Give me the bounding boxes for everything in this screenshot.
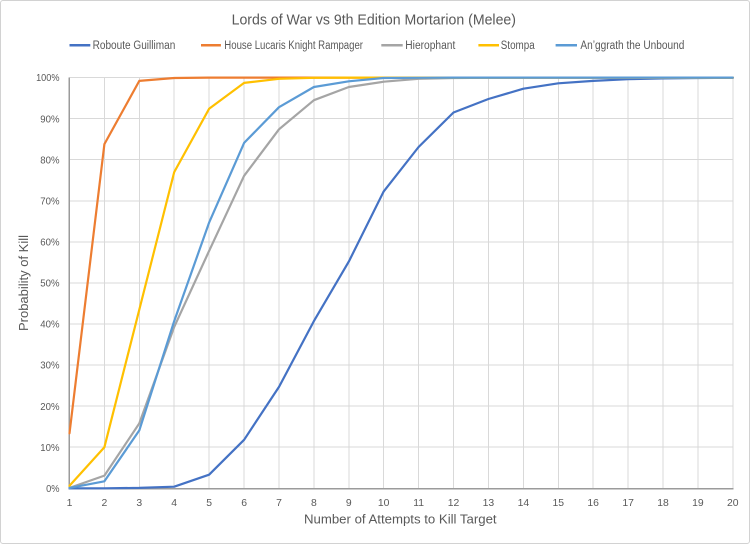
- svg-text:80%: 80%: [40, 155, 59, 166]
- svg-text:Lords of War vs 9th Edition Mo: Lords of War vs 9th Edition Mortarion (M…: [232, 12, 516, 29]
- svg-text:3: 3: [136, 498, 142, 509]
- svg-text:90%: 90%: [40, 114, 59, 125]
- svg-text:15: 15: [553, 498, 565, 509]
- svg-text:19: 19: [692, 498, 704, 509]
- svg-text:House Lucaris Knight Rampager: House Lucaris Knight Rampager: [224, 40, 363, 52]
- svg-text:0%: 0%: [46, 484, 59, 495]
- svg-text:20: 20: [727, 498, 739, 509]
- svg-text:Roboute Guilliman: Roboute Guilliman: [93, 40, 176, 52]
- svg-text:14: 14: [518, 498, 530, 509]
- svg-text:13: 13: [483, 498, 495, 509]
- svg-text:9: 9: [346, 498, 352, 509]
- svg-text:60%: 60%: [40, 238, 59, 249]
- svg-text:10: 10: [378, 498, 390, 509]
- svg-text:8: 8: [311, 498, 317, 509]
- svg-text:Probability of Kill: Probability of Kill: [17, 235, 31, 331]
- svg-text:An’ggrath the Unbound: An’ggrath the Unbound: [580, 40, 684, 52]
- svg-text:50%: 50%: [40, 279, 59, 290]
- svg-text:Number of Attempts to Kill Tar: Number of Attempts to Kill Target: [304, 511, 497, 526]
- svg-text:100%: 100%: [36, 73, 59, 84]
- svg-text:17: 17: [622, 498, 634, 509]
- svg-text:18: 18: [657, 498, 669, 509]
- svg-text:6: 6: [241, 498, 247, 509]
- svg-text:70%: 70%: [40, 196, 59, 207]
- svg-text:11: 11: [413, 498, 424, 509]
- svg-text:2: 2: [102, 498, 108, 509]
- svg-text:40%: 40%: [40, 320, 59, 331]
- svg-text:20%: 20%: [40, 402, 59, 413]
- svg-text:Stompa: Stompa: [501, 40, 535, 52]
- svg-text:7: 7: [276, 498, 282, 509]
- svg-text:4: 4: [171, 498, 177, 509]
- svg-text:12: 12: [448, 498, 460, 509]
- svg-text:30%: 30%: [40, 361, 59, 372]
- svg-text:5: 5: [206, 498, 212, 509]
- svg-text:1: 1: [67, 498, 73, 509]
- svg-text:16: 16: [587, 498, 599, 509]
- svg-text:Hierophant: Hierophant: [405, 40, 456, 52]
- svg-text:10%: 10%: [40, 443, 59, 454]
